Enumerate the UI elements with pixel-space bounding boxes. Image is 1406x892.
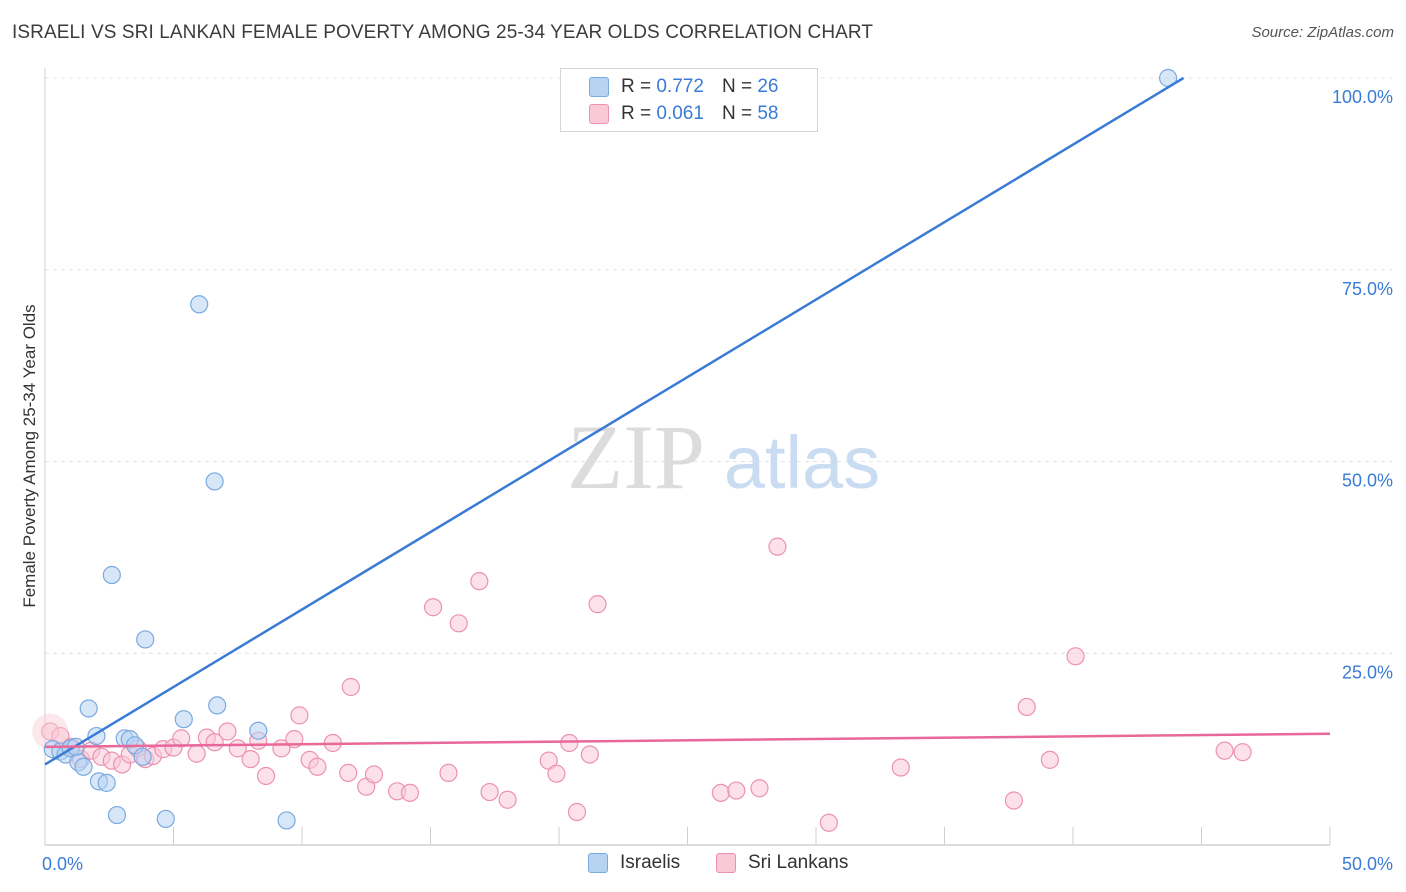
israelis-swatch — [588, 853, 608, 873]
watermark: ZIP atlas — [567, 406, 880, 508]
sri-lankans-point — [172, 729, 191, 748]
israelis-point — [174, 710, 193, 729]
sri-lankans-point — [580, 745, 599, 764]
tick-labels: 25.0% 50.0% 75.0% 100.0% 0.0% 50.0% — [42, 87, 1393, 874]
legend-row-sri-lankans: R = 0.061 N = 58 — [589, 102, 778, 126]
sri-lankans-point — [588, 595, 607, 614]
sri-lankans-points — [32, 537, 1252, 832]
n-label: N = — [721, 76, 753, 97]
trend-lines — [44, 76, 1331, 766]
israelis-trend-line — [44, 76, 1185, 766]
israelis-swatch — [589, 77, 609, 97]
sri-lankans-point — [1233, 743, 1252, 762]
sri-lankans-point — [364, 765, 384, 784]
series-legend: Israelis Sri Lankans — [0, 852, 1406, 878]
sri-lankans-point — [727, 781, 746, 800]
israelis-point — [205, 472, 224, 491]
sri-lankans-point — [308, 757, 327, 776]
y-tick-label: 75.0% — [1342, 279, 1393, 299]
x-tick-label: 50.0% — [1342, 854, 1393, 874]
sri-lankans-point — [339, 763, 358, 783]
israelis-point — [74, 757, 93, 776]
israelis-point — [249, 721, 268, 740]
grid-lines — [45, 77, 1392, 654]
sri-lankans-point — [470, 572, 489, 591]
r-label: R = — [621, 103, 652, 124]
sri-lankans-point — [567, 802, 587, 822]
sri-lankans-point — [498, 790, 517, 809]
sri-lankans-cluster-point — [32, 713, 69, 750]
sri-lankans-trend-line — [44, 732, 1331, 749]
sri-lankans-point — [1040, 750, 1059, 769]
sri-lankans-point — [218, 722, 237, 741]
watermark-atlas: atlas — [724, 421, 880, 504]
n-label: N = — [721, 103, 753, 124]
israelis-point — [208, 696, 227, 715]
israelis-point — [136, 630, 155, 649]
legend-israelis-label: Israelis — [620, 852, 681, 873]
sri-lankans-point — [560, 733, 579, 753]
x-tick-label: 0.0% — [42, 854, 83, 874]
israelis-points — [43, 68, 1178, 830]
sri-lankans-point — [480, 782, 499, 802]
sri-lankans-point — [711, 783, 731, 802]
israelis-point — [277, 811, 296, 830]
sri-lankans-point — [290, 706, 309, 725]
israelis-point — [79, 699, 98, 718]
sri-lankans-point — [547, 764, 566, 783]
israelis-point — [97, 773, 116, 792]
sri-lankans-swatch — [589, 104, 609, 124]
sri-lankans-point — [891, 758, 910, 777]
y-tick-label: 25.0% — [1342, 662, 1393, 682]
sri-lankans-point — [819, 813, 838, 832]
israelis-point — [133, 747, 152, 766]
sri-lankans-point — [1017, 697, 1036, 717]
legend-row-israelis: R = 0.772 N = 26 — [589, 75, 778, 99]
source-credit: Source: ZipAtlas.com — [1251, 24, 1394, 41]
sri-lankans-point — [341, 677, 360, 697]
r-value: 0.772 — [656, 76, 704, 97]
sri-lankans-point — [400, 783, 420, 802]
legend-sri-lankans-label: Sri Lankans — [748, 852, 849, 873]
sri-lankans-point — [1215, 741, 1234, 760]
sri-lankans-swatch — [716, 853, 736, 873]
watermark-zip: ZIP — [567, 406, 705, 508]
sri-lankans-point — [449, 614, 468, 633]
n-value: 26 — [757, 76, 779, 97]
israelis-point — [107, 805, 127, 825]
sri-lankans-point — [768, 537, 787, 556]
sri-lankans-point — [187, 744, 206, 763]
legend-sri-lankans[interactable]: Sri Lankans — [716, 852, 848, 874]
r-label: R = — [621, 76, 652, 97]
correlation-legend: R = 0.772 N = 26 R = 0.061 N = 58 — [560, 68, 818, 132]
legend-israelis[interactable]: Israelis — [588, 852, 680, 874]
sri-lankans-point — [1066, 647, 1085, 666]
sri-lankans-point — [439, 763, 458, 783]
sri-lankans-point — [241, 749, 260, 769]
y-tick-label: 100.0% — [1332, 87, 1393, 107]
israelis-point — [190, 295, 209, 314]
sri-lankans-point — [423, 598, 443, 617]
sri-lankans-point — [256, 766, 276, 786]
y-tick-label: 50.0% — [1342, 471, 1393, 491]
israelis-point — [102, 565, 121, 585]
sri-lankans-point — [750, 779, 769, 798]
sri-lankans-point — [205, 733, 224, 752]
chart-title: ISRAELI VS SRI LANKAN FEMALE POVERTY AMO… — [12, 22, 874, 43]
n-value: 58 — [757, 103, 779, 124]
axes — [44, 68, 1331, 846]
sri-lankans-point — [1004, 791, 1023, 810]
r-value: 0.061 — [656, 103, 704, 124]
israelis-point — [156, 809, 175, 829]
